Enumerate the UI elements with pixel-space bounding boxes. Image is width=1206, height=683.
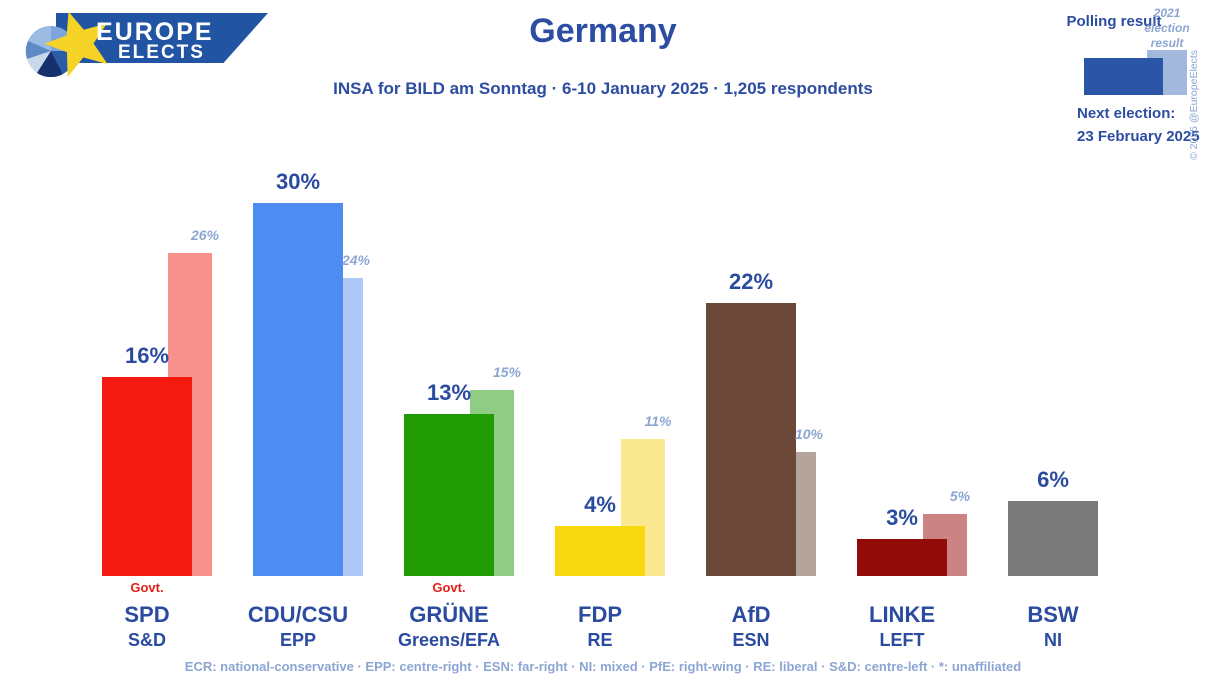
- party-name-SPD: SPD: [124, 602, 170, 627]
- legend-election-label: 2021 election result: [1144, 6, 1190, 50]
- value-2021-AfD: 10%: [794, 425, 824, 442]
- value-polling-BSW: 6%: [1037, 467, 1069, 493]
- logo-text-elects: ELECTS: [118, 42, 205, 63]
- party-name-BSW: BSW: [1027, 602, 1079, 627]
- party-name-LINKE: LINKE: [869, 602, 935, 627]
- next-election-date: 23 February 2025: [1077, 128, 1200, 145]
- party-group-BSW: NI: [1044, 630, 1062, 650]
- value-2021-CDU/CSU: 24%: [341, 251, 371, 268]
- party-group-LINKE: LEFT: [879, 630, 925, 650]
- value-2021-SPD: 26%: [190, 226, 220, 243]
- logo-text-europe: EUROPE: [96, 18, 214, 46]
- value-polling-CDU/CSU: 30%: [275, 169, 321, 195]
- party-name-CDU/CSU: CDU/CSU: [247, 602, 349, 627]
- party-name-AfD: AfD: [731, 602, 771, 627]
- europe-elects-logo: EUROPE ELECTS: [14, 8, 274, 78]
- value-2021-FDP: 11%: [644, 413, 672, 430]
- party-group-GRÜNE: Greens/EFA: [397, 630, 501, 650]
- bar-polling-LINKE: [857, 538, 947, 576]
- value-polling-LINKE: 3%: [886, 504, 918, 530]
- party-group-CDU/CSU: EPP: [279, 630, 317, 650]
- logo-star-icon: [44, 11, 108, 78]
- chart-subtitle: INSA for BILD am Sonntag · 6-10 January …: [333, 79, 873, 98]
- bar-polling-SPD: [102, 377, 192, 576]
- footer-group-legend: ECR: national-conservative · EPP: centre…: [184, 659, 1022, 674]
- govt-badge-GRÜNE: Govt.: [432, 580, 466, 595]
- party-name-FDP: FDP: [578, 602, 622, 627]
- bar-polling-AfD: [706, 302, 796, 576]
- legend-polling-swatch: [1084, 58, 1163, 95]
- bar-polling-GRÜNE: [404, 414, 494, 576]
- value-polling-AfD: 22%: [728, 268, 774, 294]
- party-group-AfD: ESN: [732, 630, 770, 650]
- govt-badge-SPD: Govt.: [130, 580, 164, 595]
- page-title: Germany: [529, 12, 677, 50]
- value-polling-FDP: 4%: [584, 492, 616, 518]
- party-group-FDP: RE: [587, 630, 613, 650]
- value-2021-GRÜNE: 15%: [492, 363, 522, 380]
- next-election-label: Next election:: [1077, 105, 1176, 122]
- bar-polling-CDU/CSU: [253, 203, 343, 576]
- bar-polling-BSW: [1008, 501, 1098, 576]
- party-group-SPD: S&D: [127, 630, 166, 650]
- party-name-GRÜNE: GRÜNE: [409, 602, 489, 627]
- bar-polling-FDP: [555, 526, 645, 576]
- value-2021-LINKE: 5%: [949, 487, 971, 504]
- legend-polling-label: Polling result: [1066, 13, 1162, 30]
- value-polling-SPD: 16%: [124, 343, 170, 369]
- value-polling-GRÜNE: 13%: [426, 380, 472, 406]
